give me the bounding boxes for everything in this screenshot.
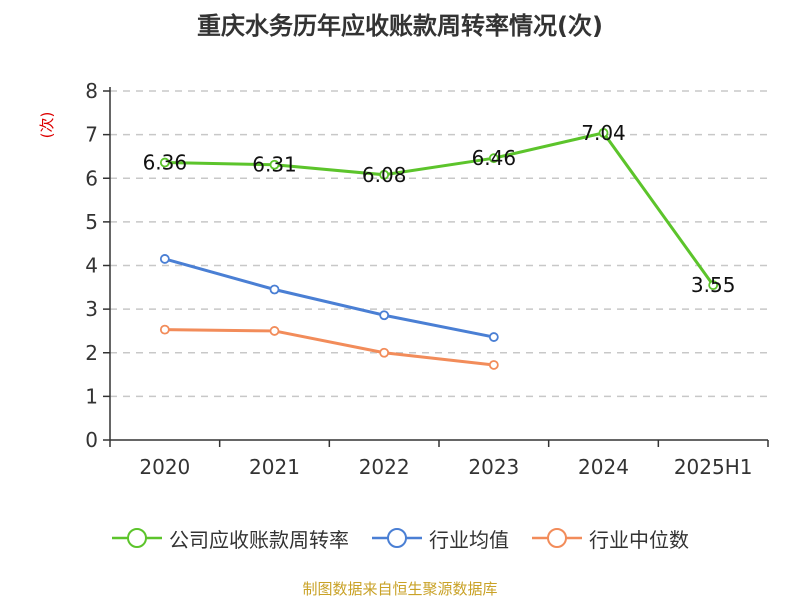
axis-layer: 0 1 2 3 4 5 6 7 8 2020 2021 2022 2023 2024 2025H1	[85, 79, 769, 479]
chart-title: 重庆水务历年应收账款周转率情况(次)	[197, 12, 603, 40]
x-tick-label: 2022	[359, 455, 410, 479]
legend-swatch-marker	[127, 528, 147, 548]
data-point	[269, 159, 280, 170]
y-tick-label: 7	[85, 123, 98, 147]
data-label: 6.46	[472, 146, 517, 170]
legend-swatch	[372, 528, 422, 548]
data-label: 6.36	[143, 151, 188, 175]
data-point	[379, 169, 390, 180]
y-tick-label: 5	[85, 210, 98, 234]
y-axis-label: (次)	[38, 112, 56, 139]
series-line	[164, 131, 715, 287]
y-tick-label: 2	[85, 341, 98, 365]
grid-layer	[110, 90, 768, 398]
legend-swatch-marker	[547, 528, 567, 548]
data-point	[159, 324, 170, 335]
data-point	[488, 153, 499, 164]
x-tick-label: 2021	[249, 455, 300, 479]
data-point	[159, 254, 170, 264]
data-point	[708, 280, 719, 291]
data-point	[598, 127, 609, 138]
y-tick-label: 8	[85, 79, 98, 103]
data-label: 6.31	[252, 153, 297, 177]
y-tick-label: 1	[85, 384, 98, 408]
y-tick-label: 4	[85, 254, 98, 278]
y-tick-label: 0	[85, 428, 98, 452]
data-point	[379, 310, 390, 321]
source-note: 制图数据来自恒生聚源数据库	[302, 580, 498, 598]
legend-item[interactable]: 行业均值	[371, 524, 509, 553]
data-label: 7.04	[581, 121, 626, 145]
data-point	[269, 326, 280, 336]
label-layer: 6.36 6.31 6.08 6.46 7.04 3.55	[143, 121, 736, 297]
legend-item[interactable]: 行业中位数	[531, 524, 689, 553]
series-line	[164, 328, 494, 367]
legend-swatch-marker	[387, 528, 407, 548]
x-tick-label: 2023	[468, 455, 519, 479]
data-point	[379, 347, 390, 358]
series-line	[164, 257, 495, 339]
data-label: 6.08	[362, 163, 407, 187]
data-point	[488, 360, 499, 370]
x-tick-label: 2025H1	[674, 455, 753, 479]
x-tick-label: 2024	[578, 455, 629, 479]
legend-swatch	[112, 528, 162, 548]
legend-label: 行业中位数	[589, 527, 689, 552]
legend-item[interactable]: 公司应收账款周转率	[111, 524, 349, 553]
data-point	[159, 157, 170, 168]
legend-label: 行业均值	[429, 527, 509, 552]
y-tick-label: 3	[85, 297, 98, 321]
data-point	[488, 332, 499, 342]
y-tick-label: 6	[85, 166, 98, 190]
data-point	[269, 284, 280, 295]
legend-swatch	[532, 528, 582, 548]
legend-label: 公司应收账款周转率	[169, 527, 349, 552]
data-label: 3.55	[691, 273, 736, 297]
series-layer	[159, 127, 719, 370]
legend: 公司应收账款周转率 行业均值 行业中位数	[0, 520, 800, 556]
x-tick-label: 2020	[139, 455, 190, 479]
